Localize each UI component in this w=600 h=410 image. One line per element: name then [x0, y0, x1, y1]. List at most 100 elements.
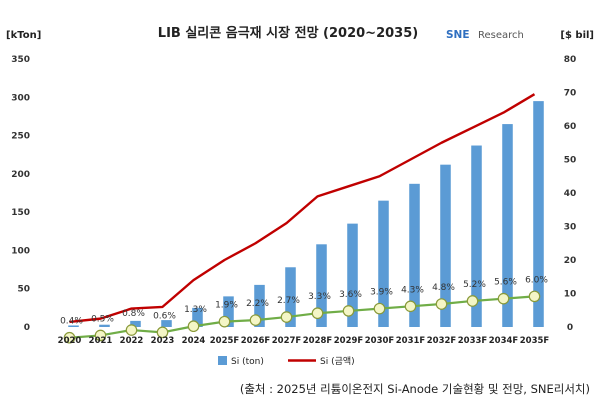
x-axis: 2020 2021 2022 2023 2024 2025F 2026F 2027F 2028F…: [58, 336, 550, 346]
bar: [378, 200, 389, 327]
legend: Si (ton) Si (금액): [218, 355, 355, 367]
x-tick-label: 2025F: [210, 336, 240, 346]
y-right-unit: [$ bil]: [560, 30, 594, 41]
share-label: 5.6%: [494, 278, 517, 288]
share-label: 1.9%: [215, 301, 238, 311]
share-label: 5.2%: [463, 280, 486, 290]
bar: [316, 244, 327, 327]
share-point: [497, 292, 510, 305]
x-tick-label: 2032F: [427, 336, 457, 346]
share-labels: 0.4% 0.5% 0.8% 0.6% 1.3% 1.9% 2.2% 2.7% 3.3% 3.6%…: [60, 275, 548, 326]
bar: [533, 101, 544, 327]
y-left-tick-label: 200: [11, 170, 30, 180]
x-tick-label: 2035F: [520, 336, 550, 346]
legend-label-line: Si (금액): [320, 355, 355, 367]
x-tick-label: 2024: [182, 336, 206, 346]
share-label: 0.6%: [153, 311, 176, 321]
bar: [192, 307, 203, 327]
y-axis-left: 0 50 100 150 200 250 300 350: [11, 55, 30, 333]
share-point: [280, 311, 293, 323]
share-point: [94, 329, 107, 342]
share-point: [187, 320, 200, 333]
sne-research-logo: SNE Research: [446, 29, 524, 41]
share-point: [156, 326, 169, 339]
bar: [130, 320, 141, 327]
y-left-tick-label: 100: [11, 246, 30, 256]
bar: [502, 124, 513, 327]
share-label: 3.6%: [339, 290, 362, 300]
y-right-tick-label: 60: [564, 122, 577, 132]
share-label: 3.9%: [370, 288, 393, 298]
share-label: 4.3%: [401, 285, 424, 295]
bar: [471, 145, 482, 327]
x-tick-label: 2023: [151, 336, 175, 346]
x-tick-label: 2021: [89, 336, 113, 346]
chart-title: LIB 실리콘 음극재 시장 전망 (2020~2035): [158, 25, 418, 41]
y-right-tick-label: 30: [564, 223, 577, 233]
share-line: [69, 295, 535, 339]
x-tick-label: 2034F: [489, 336, 519, 346]
bar-series: [68, 101, 544, 327]
legend-swatch-bar: [218, 356, 227, 365]
x-tick-label: 2033F: [458, 336, 488, 346]
y-left-tick-label: 350: [11, 55, 30, 65]
x-tick-label: 2027F: [272, 336, 302, 346]
x-tick-label: 2030F: [365, 336, 395, 346]
bar: [223, 296, 234, 327]
share-point: [373, 302, 386, 315]
legend-label-bar: Si (ton): [231, 357, 264, 367]
y-right-tick-label: 70: [564, 89, 577, 99]
y-left-tick-label: 250: [11, 132, 30, 142]
share-point: [435, 298, 448, 310]
source-caption: (출처 : 2025년 리튬이온전지 Si-Anode 기술현황 및 전망, S…: [239, 382, 590, 396]
bar: [440, 164, 451, 327]
x-tick-label: 2028F: [303, 336, 333, 346]
y-right-tick-label: 10: [564, 290, 577, 300]
share-point: [249, 314, 262, 326]
share-point: [63, 331, 76, 344]
y-right-tick-label: 50: [564, 156, 577, 166]
y-left-tick-label: 300: [11, 93, 30, 103]
y-axis-right: 0 10 20 30 40 50 60 70 80: [564, 55, 577, 333]
x-tick-label: 2026F: [241, 336, 271, 346]
share-point: [466, 295, 479, 307]
share-label: 2.7%: [277, 296, 300, 306]
svg-text:SNE: SNE: [446, 29, 470, 41]
bar: [161, 320, 172, 327]
share-label: 0.4%: [60, 317, 83, 327]
y-right-tick-label: 0: [567, 323, 573, 333]
bar: [99, 324, 110, 327]
share-label: 0.8%: [122, 309, 145, 319]
y-right-tick-label: 20: [564, 256, 577, 266]
svg-text:Research: Research: [478, 30, 524, 41]
bar: [68, 325, 79, 327]
share-point: [404, 300, 417, 313]
share-label: 6.0%: [525, 275, 548, 285]
share-point: [125, 324, 138, 336]
y-left-tick-label: 50: [17, 285, 30, 295]
y-right-tick-label: 80: [564, 55, 577, 65]
y-right-tick-label: 40: [564, 189, 577, 199]
bar: [347, 223, 358, 327]
share-label: 4.8%: [432, 283, 455, 293]
share-label: 2.2%: [246, 299, 269, 309]
y-left-tick-label: 150: [11, 208, 30, 218]
x-tick-label: 2029F: [334, 336, 364, 346]
x-tick-label: 2022: [120, 336, 144, 346]
value-line-series: [69, 93, 536, 324]
share-point: [311, 307, 324, 320]
share-point: [218, 315, 231, 328]
x-tick-label: 2031F: [396, 336, 426, 346]
share-point: [528, 290, 541, 303]
share-label: 1.3%: [184, 305, 207, 315]
share-label: 3.3%: [308, 292, 331, 302]
share-label: 0.5%: [91, 314, 114, 324]
y-left-unit: [kTon]: [6, 30, 41, 41]
bar: [285, 267, 296, 327]
bar: [409, 183, 420, 327]
y-left-tick-label: 0: [24, 323, 30, 333]
share-point: [342, 305, 355, 317]
share-line-series: [63, 290, 541, 344]
bar: [254, 284, 265, 327]
